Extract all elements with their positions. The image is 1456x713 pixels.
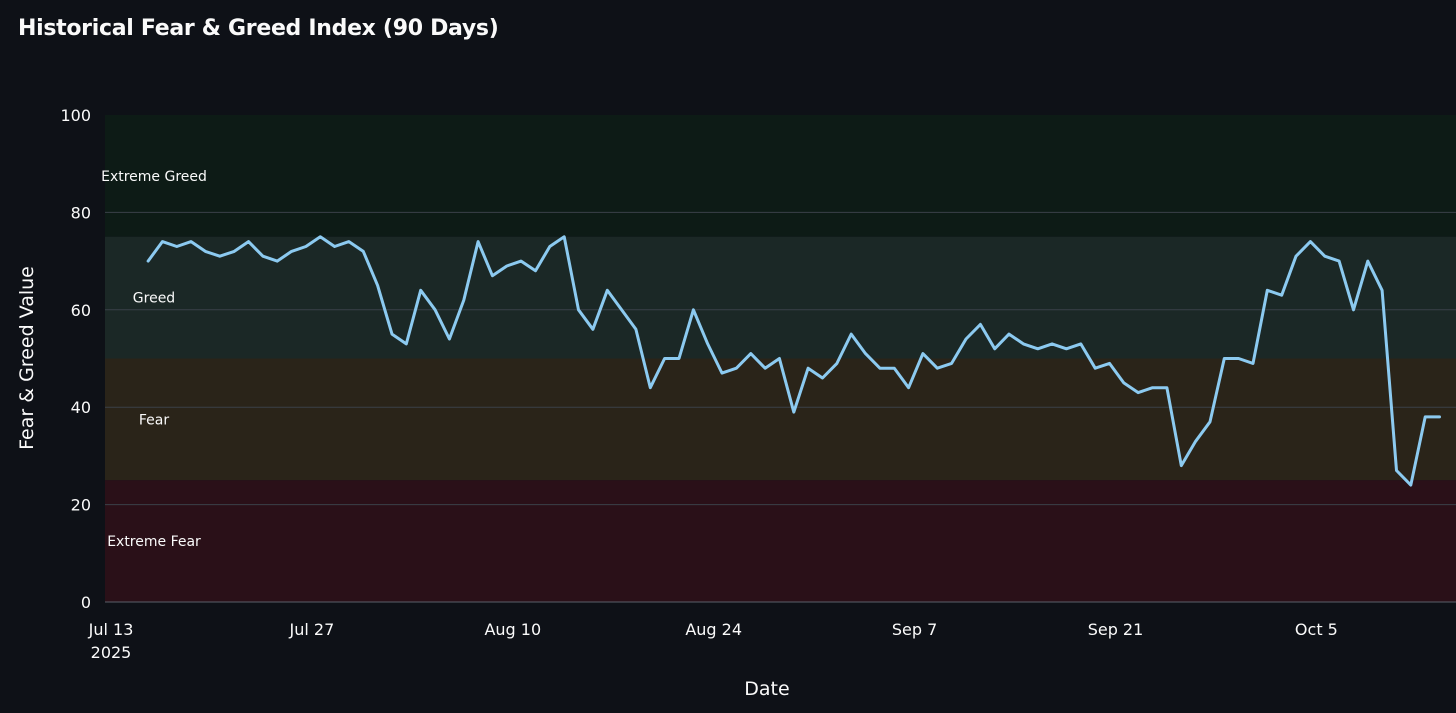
zone-band-extreme-fear (105, 480, 1456, 602)
zone-band-greed (105, 236, 1456, 359)
zone-label-extreme-greed: Extreme Greed (101, 169, 207, 185)
y-tick-label: 100 (60, 106, 91, 125)
zone-band-extreme-greed (105, 115, 1456, 237)
zone-bands (105, 115, 1456, 602)
y-tick-label: 80 (71, 203, 91, 222)
series-line (146, 235, 1441, 487)
x-tick-label: Aug 10 (484, 620, 541, 639)
gridlines (105, 211, 1456, 603)
zone-label-greed: Greed (133, 291, 175, 307)
x-tick-label: Sep 7 (892, 620, 937, 639)
zone-labels: Extreme Greed Greed Fear Extreme Fear (101, 169, 207, 550)
x-tick-label: Sep 21 (1088, 620, 1144, 639)
y-axis-title: Fear & Greed Value (16, 266, 38, 450)
y-tick-label: 20 (71, 496, 91, 515)
x-axis-ticks: Jul 13 2025 Jul 27 Aug 10 Aug 24 Sep 7 Sep 21 O… (88, 620, 1338, 662)
zone-label-fear: Fear (139, 412, 169, 428)
x-tick-label: Aug 24 (685, 620, 742, 639)
zone-band-fear (105, 358, 1456, 481)
y-tick-label: 0 (81, 593, 91, 612)
y-axis-ticks: 0 20 40 60 80 100 (60, 106, 91, 612)
x-tick-label: Oct 5 (1295, 620, 1338, 639)
y-tick-label: 60 (71, 301, 91, 320)
y-tick-label: 40 (71, 398, 91, 417)
x-tick-label: Jul 27 (289, 620, 335, 639)
x-axis-title: Date (744, 678, 789, 700)
chart-title: Historical Fear & Greed Index (90 Days) (18, 16, 499, 41)
zone-label-extreme-fear: Extreme Fear (107, 534, 201, 550)
x-tick-sublabel: 2025 (91, 643, 132, 662)
x-tick-label: Jul 13 (88, 620, 134, 639)
